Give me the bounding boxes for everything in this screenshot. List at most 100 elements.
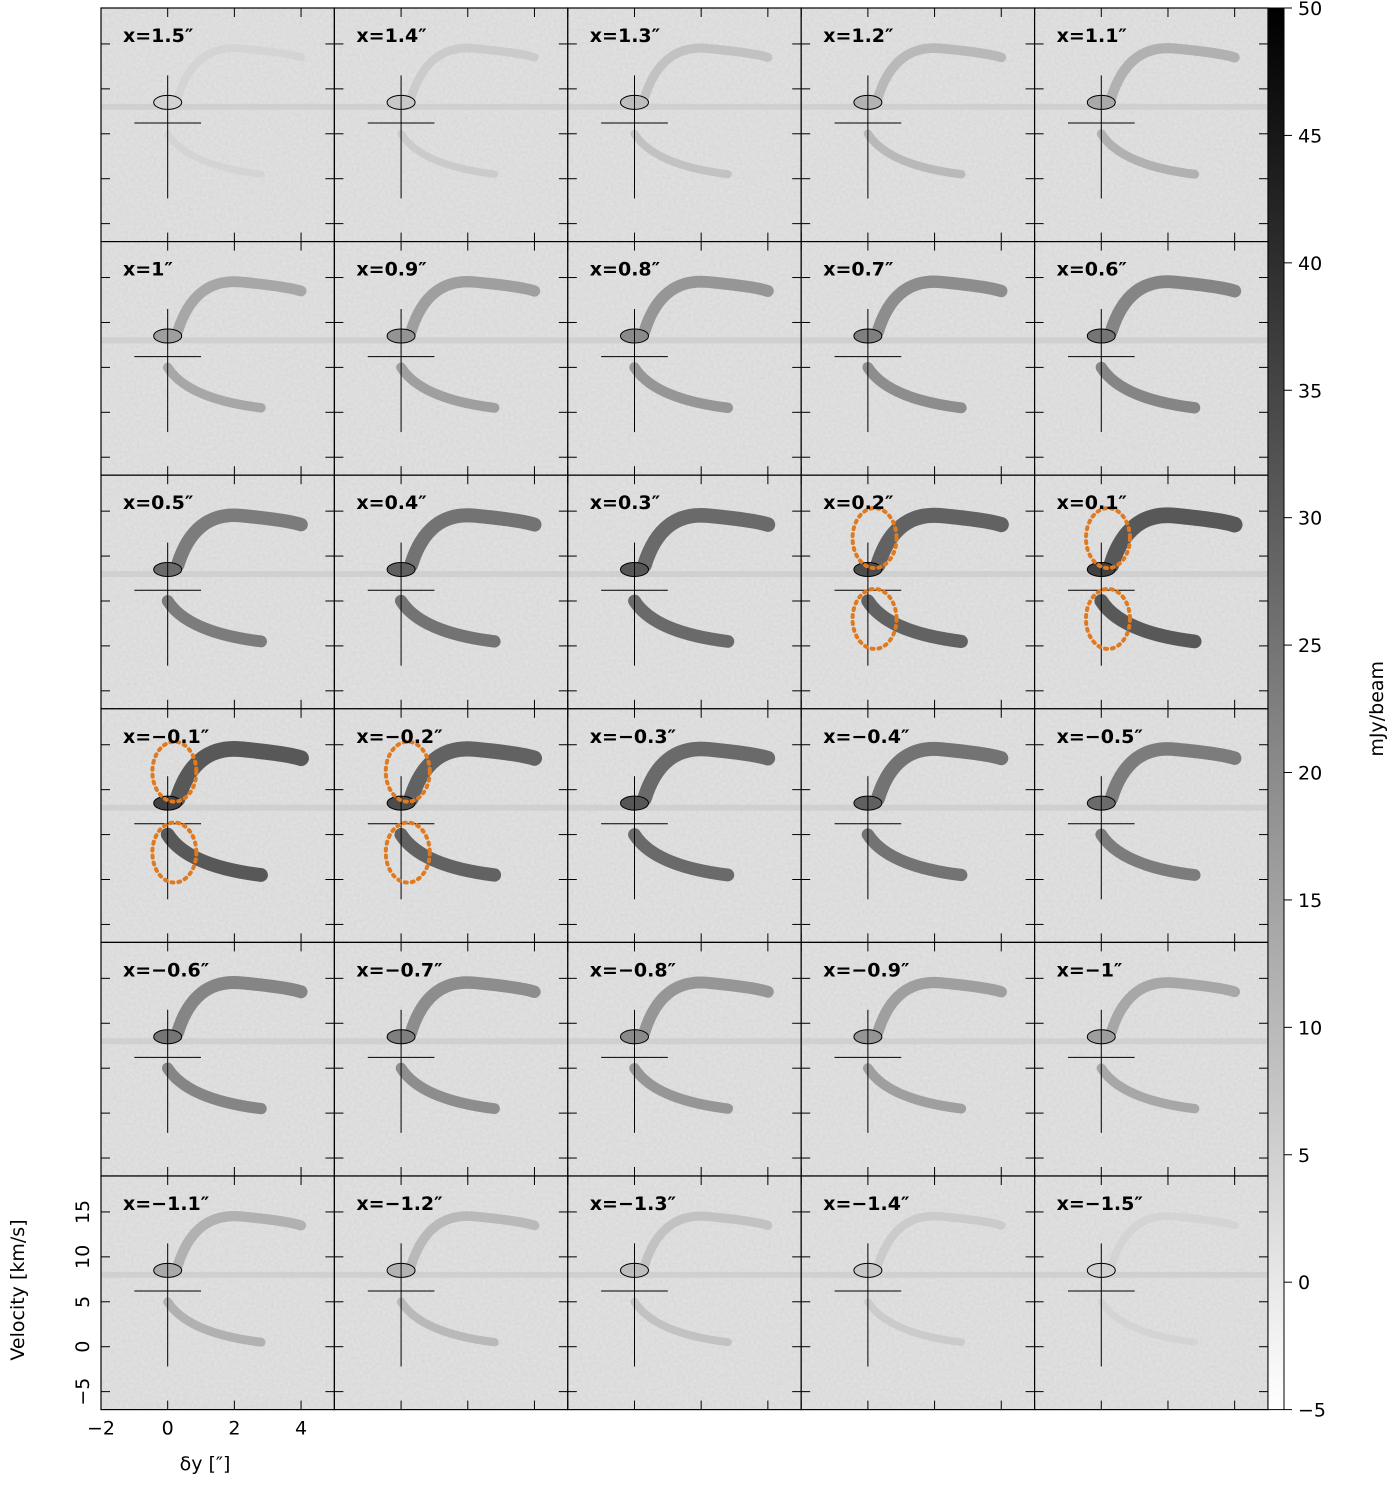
panel bbox=[800, 474, 1036, 710]
panel-label: x=1.1″ bbox=[1057, 25, 1128, 47]
panel bbox=[1033, 941, 1269, 1177]
emission-lower bbox=[628, 828, 735, 882]
panel bbox=[100, 941, 335, 1177]
panel bbox=[100, 708, 335, 943]
emission-upper bbox=[1107, 1212, 1239, 1270]
emission-lower bbox=[864, 1298, 965, 1346]
panel-label: x=−1.1″ bbox=[123, 1193, 210, 1215]
panel-label: x=1.3″ bbox=[590, 25, 661, 47]
x-tick-label: −2 bbox=[87, 1418, 115, 1440]
colorbar-tick-label: 30 bbox=[1298, 508, 1322, 530]
panel-label: x=−1.2″ bbox=[356, 1193, 443, 1215]
emission-upper bbox=[173, 44, 306, 102]
panel-label: x=1.2″ bbox=[823, 25, 894, 47]
y-tick-label: 5 bbox=[72, 1296, 94, 1308]
highlight-ellipse bbox=[150, 820, 199, 885]
emission-upper bbox=[1103, 507, 1243, 573]
emission-upper bbox=[872, 976, 1007, 1038]
colorbar-tick-label: 10 bbox=[1298, 1017, 1322, 1039]
panel bbox=[100, 7, 335, 243]
panel bbox=[1033, 1175, 1269, 1411]
panel bbox=[567, 1175, 802, 1411]
highlight-ellipse bbox=[383, 820, 432, 885]
panel bbox=[333, 241, 569, 476]
emission-lower bbox=[394, 594, 501, 648]
colorbar bbox=[1267, 7, 1285, 1411]
panel bbox=[800, 7, 1036, 243]
emission-upper bbox=[406, 1211, 540, 1271]
emission-lower bbox=[162, 362, 266, 413]
panel-label: x=−0.5″ bbox=[1057, 726, 1144, 748]
x-axis-title: δy [″] bbox=[180, 1453, 231, 1475]
emission-upper bbox=[637, 508, 776, 573]
emission-upper bbox=[403, 741, 543, 807]
emission-upper bbox=[406, 43, 539, 103]
panel-label: x=0.8″ bbox=[590, 259, 661, 281]
emission-upper bbox=[637, 741, 776, 806]
panel bbox=[100, 241, 335, 476]
colorbar-tick-label: 20 bbox=[1298, 763, 1322, 785]
panel bbox=[100, 474, 335, 710]
panel-label: x=0.4″ bbox=[356, 492, 427, 514]
colorbar-tick-label: 40 bbox=[1298, 253, 1322, 275]
colorbar-tick-label: 25 bbox=[1298, 635, 1322, 657]
emission-upper bbox=[1104, 275, 1242, 338]
panel bbox=[333, 1175, 569, 1411]
x-tick-label: 2 bbox=[228, 1418, 240, 1440]
colorbar-tick-label: 0 bbox=[1298, 1272, 1310, 1294]
colorbar-tick-label: 5 bbox=[1298, 1145, 1310, 1167]
emission-upper bbox=[1106, 43, 1240, 103]
colorbar-tick-label: 35 bbox=[1298, 380, 1322, 402]
colorbar-tick-label: 15 bbox=[1298, 890, 1322, 912]
panel bbox=[567, 941, 802, 1177]
panel-label: x=−0.8″ bbox=[590, 959, 677, 981]
panel-label: x=0.7″ bbox=[823, 259, 894, 281]
emission-upper bbox=[404, 508, 542, 573]
emission-upper bbox=[639, 1211, 773, 1271]
panel-label: x=1.4″ bbox=[356, 25, 427, 47]
panel-label: x=1″ bbox=[123, 259, 173, 281]
colorbar-tick-label: −5 bbox=[1298, 1400, 1326, 1422]
y-tick-label: 0 bbox=[72, 1341, 94, 1353]
emission-lower bbox=[395, 1062, 500, 1115]
emission-upper bbox=[638, 976, 774, 1039]
emission-lower bbox=[1095, 361, 1201, 414]
panel bbox=[1033, 241, 1269, 476]
y-tick-label: 15 bbox=[72, 1200, 94, 1224]
highlight-ellipse bbox=[850, 586, 899, 651]
panel bbox=[333, 7, 569, 243]
emission-lower bbox=[163, 1297, 266, 1347]
emission-upper bbox=[870, 507, 1009, 573]
emission-upper bbox=[405, 276, 541, 338]
emission-lower bbox=[162, 1062, 267, 1115]
emission-upper bbox=[638, 275, 774, 338]
panel-label: x=−1″ bbox=[1057, 959, 1123, 981]
emission-upper bbox=[871, 275, 1008, 338]
panel bbox=[800, 941, 1036, 1177]
emission-lower bbox=[394, 827, 502, 882]
panel bbox=[567, 708, 802, 943]
panel bbox=[333, 708, 569, 943]
emission-lower bbox=[1096, 1063, 1200, 1114]
x-tick-label: 4 bbox=[295, 1418, 307, 1440]
emission-lower bbox=[629, 362, 734, 414]
emission-upper bbox=[170, 508, 308, 572]
emission-upper bbox=[172, 1211, 307, 1271]
emission-upper bbox=[870, 741, 1009, 806]
emission-lower bbox=[161, 595, 267, 648]
panel-label: x=−0.2″ bbox=[356, 726, 443, 748]
emission-lower bbox=[862, 1063, 967, 1114]
panel bbox=[800, 241, 1036, 476]
emission-lower bbox=[861, 828, 968, 882]
emission-upper bbox=[172, 276, 307, 337]
emission-upper bbox=[169, 741, 309, 807]
y-tick-label: 10 bbox=[72, 1245, 94, 1269]
emission-upper bbox=[873, 43, 1007, 103]
y-tick-label: −5 bbox=[72, 1378, 94, 1406]
panel-label: x=−1.4″ bbox=[823, 1193, 910, 1215]
panel-label: x=0.1″ bbox=[1057, 492, 1128, 514]
emission-lower bbox=[863, 129, 966, 179]
emission-upper bbox=[1105, 977, 1241, 1038]
highlight-ellipse bbox=[150, 739, 199, 804]
highlight-ellipse bbox=[383, 739, 432, 804]
